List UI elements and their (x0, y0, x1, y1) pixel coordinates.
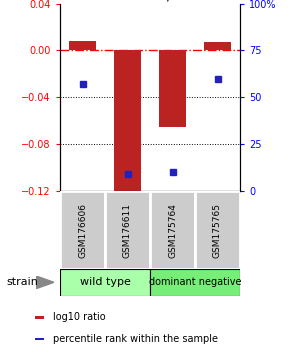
Bar (60, 269, 150, 296)
Title: GDS2691 / 436: GDS2691 / 436 (97, 0, 203, 2)
Bar (150, 191, 195, 269)
Polygon shape (36, 276, 54, 289)
Bar (159, 51, 186, 127)
Bar (195, 191, 240, 269)
Bar (35, 316, 44, 319)
Text: strain: strain (6, 277, 38, 287)
Text: GSM175765: GSM175765 (213, 202, 222, 258)
Bar (105, 191, 150, 269)
Text: wild type: wild type (80, 277, 130, 287)
Text: dominant negative: dominant negative (149, 277, 241, 287)
Bar (69, 41, 96, 51)
Bar (60, 191, 105, 269)
Bar (35, 338, 44, 340)
Text: GSM176606: GSM176606 (78, 202, 87, 258)
Bar (204, 42, 231, 51)
Text: GSM175764: GSM175764 (168, 202, 177, 258)
Text: GSM176611: GSM176611 (123, 202, 132, 258)
Text: percentile rank within the sample: percentile rank within the sample (53, 334, 218, 344)
Bar (114, 51, 141, 197)
Text: log10 ratio: log10 ratio (53, 312, 106, 322)
Bar (150, 269, 240, 296)
